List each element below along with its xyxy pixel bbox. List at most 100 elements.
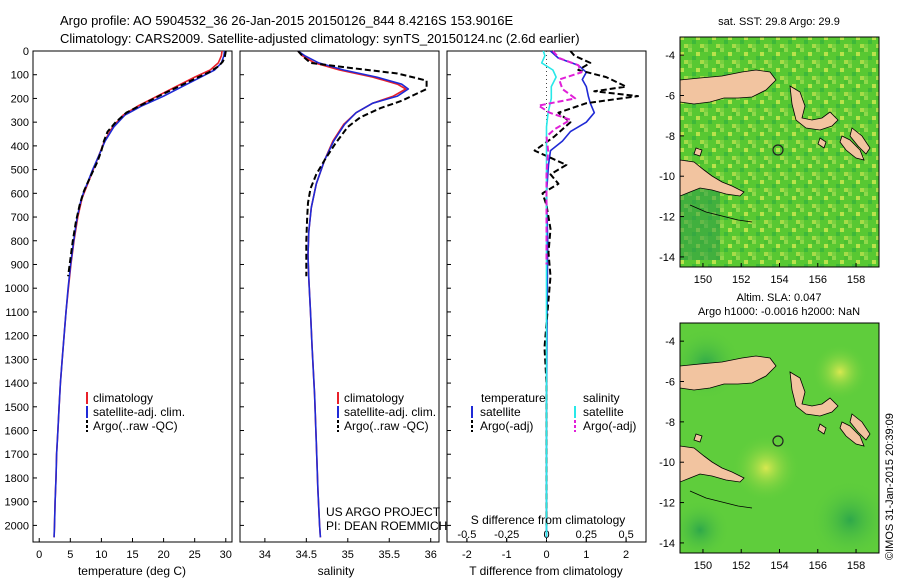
lon-tick-label: 154 [770,560,788,572]
lat-tick-label: -12 [659,212,675,224]
depth-tick-label: 2000 [5,520,29,532]
new-ireland-tip [849,127,871,155]
lat-tick-label: -10 [659,171,675,183]
depth-tick-label: 1100 [5,307,29,319]
lat-tick-label: -6 [665,91,675,103]
lat-tick-label: -6 [665,377,675,389]
x-tick-label: -0.25 [494,529,519,541]
lat-tick-label: -8 [665,131,675,143]
temperature-profiles [53,50,227,538]
lon-tick-label: 158 [847,560,865,572]
salinity-x-axis: 34 34.5 35 35.5 36 [259,538,437,561]
x-tick-label: 36 [425,549,437,561]
diff-temperature-satellite-line [545,50,596,538]
sla-map-title-line1: Altim. SLA: 0.047 [737,292,822,304]
project-label: US ARGO PROJECT [326,505,441,519]
x-tick-label: -2 [462,549,472,561]
x-tick-label: 34 [259,549,271,561]
new-ireland-tip [849,413,871,441]
x-tick-label: 25 [189,549,201,561]
legend-label-climatology: climatology [93,391,153,405]
sst-map-axes: 150 152 154 156 158 -4 -6 -8 -10 -12 -14 [659,50,865,286]
new-guinea-north-coast [680,355,777,391]
salinity-profiles [297,50,428,538]
diff-temperature-argo-line [533,50,639,526]
t-difference-axis-label: T difference from climatology [469,564,623,578]
lat-tick-label: -14 [659,252,675,264]
lon-tick-label: 152 [732,560,750,572]
depth-tick-label: 1800 [5,473,29,485]
legend-label-argo: Argo(..raw -QC) [93,419,178,433]
temperature-legend: climatology satellite-adj. clim. Argo(..… [86,391,185,433]
lon-tick-label: 156 [809,560,827,572]
x-tick-label: 1 [583,549,589,561]
temperature-x-axis: 0 5 10 15 20 25 30 [36,538,232,561]
louisiade-papua-tail [680,159,745,197]
x-tick-label: 34.5 [296,549,317,561]
legend-header-salinity: salinity [583,391,620,405]
depth-tick-label: 500 [11,165,29,177]
depth-tick-label: 1700 [5,449,29,461]
imos-stamp: ©IMOS 31-Jan-2015 20:39:09 [884,413,896,560]
pi-label: PI: DEAN ROEMMICH [326,519,447,533]
x-tick-label: -1 [502,549,512,561]
depth-tick-label: 700 [11,212,29,224]
salinity-panel-frame [239,50,440,543]
depth-tick-label: 0 [23,46,29,58]
sst-island-1 [693,147,703,157]
difference-x-axis: -2 -1 0 1 2 [462,538,629,561]
temperature-axis-label: temperature (deg C) [78,564,186,578]
sla-high-blob-2 [812,344,868,400]
sla-low-blob-3 [680,500,730,553]
depth-tick-label: 900 [11,259,29,271]
sst-map [680,37,879,267]
lat-tick-label: -4 [665,336,675,348]
depth-tick-label: 1400 [5,378,29,390]
new-britain [789,85,839,131]
depth-tick-label: 600 [11,188,29,200]
sla-low-blob-2 [810,480,879,553]
legend-label-s-argo: Argo(-adj) [583,419,636,433]
x-tick-label: -0.5 [457,529,476,541]
lon-tick-label: 152 [732,274,750,286]
depth-tick-label: 400 [11,141,29,153]
sla-high-blob [732,434,800,502]
depth-tick-label: 1500 [5,402,29,414]
lon-tick-label: 150 [694,274,712,286]
x-tick-label: 2 [623,549,629,561]
lat-tick-label: -10 [659,457,675,469]
sla-land [680,355,871,483]
difference-profiles [533,50,639,542]
depth-tick-label: 1600 [5,426,29,438]
legend-label-climatology: climatology [344,391,404,405]
lat-tick-label: -14 [659,538,675,550]
sst-map-title: sat. SST: 29.8 Argo: 29.9 [718,16,840,28]
new-guinea-north-coast [680,69,777,105]
depth-tick-label: 200 [11,93,29,105]
legend-label-satellite: satellite-adj. clim. [344,405,436,419]
diff-salinity-argo-line [537,50,583,265]
temperature-panel-frame [32,50,233,543]
new-britain [789,371,839,417]
x-tick-label: 0.25 [576,529,597,541]
difference-x2-axis: -0.5-0.2500.250.5 [457,529,634,542]
depth-tick-label: 800 [11,236,29,248]
depth-tick-label: 1000 [5,283,29,295]
depth-axis: 0 100 200 300 400 500 600 700 800 900 1000 1100 1200… [5,46,451,532]
x-tick-label: 30 [220,549,232,561]
legend-label-t-argo: Argo(-adj) [480,419,533,433]
bougainville [839,421,865,447]
difference-legend: temperature salinity satellite Argo(-adj… [471,391,636,433]
bougainville [839,135,865,161]
sst-land [680,69,871,197]
lon-tick-label: 150 [694,560,712,572]
temperature-climatology-line [53,50,223,538]
figure-title-line2: Climatology: CARS2009. Satellite-adjuste… [60,31,580,46]
louisiade-papua-tail [680,445,745,483]
lat-tick-label: -8 [665,417,675,429]
s-difference-axis-label: S difference from climatology [471,513,626,527]
depth-tick-label: 300 [11,117,29,129]
temperature-argo-line [67,50,227,277]
x-tick-label: 35.5 [379,549,400,561]
